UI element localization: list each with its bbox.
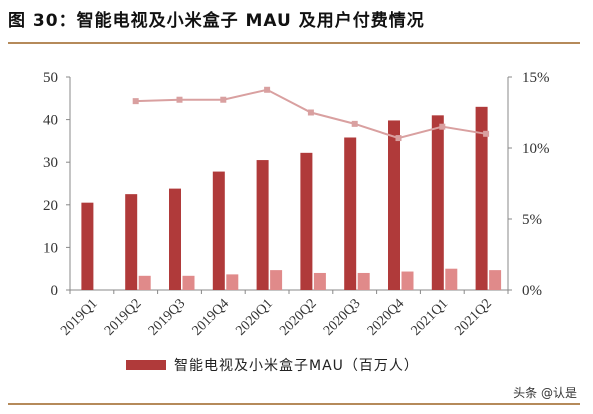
y-tick-label-left: 0 (51, 283, 59, 299)
y-tick-label-left: 30 (43, 155, 58, 171)
mau-bar (431, 115, 444, 290)
small-bar (401, 271, 414, 290)
rate-point (307, 109, 314, 116)
rate-point (264, 86, 271, 93)
mau-bar (475, 106, 488, 290)
y-tick-label-right: 0% (522, 283, 542, 299)
mau-bar (212, 171, 225, 290)
rate-line (132, 86, 490, 142)
small-bar (357, 272, 370, 290)
small-bar (182, 275, 195, 290)
mau-bar (81, 202, 94, 290)
title-rule (8, 42, 580, 44)
x-tick-label: 2019Q3 (146, 296, 189, 339)
y-tick-label-left: 10 (43, 240, 58, 256)
mau-bar (125, 194, 138, 290)
mau-bar (256, 160, 269, 290)
mau-bar (169, 188, 181, 290)
legend: 智能电视及小米盒子MAU（百万人） (126, 357, 419, 374)
y-tick-label-left: 40 (43, 113, 58, 129)
small-bar (138, 275, 151, 290)
x-tick-label: 2020Q3 (321, 296, 364, 339)
rate-point (132, 98, 139, 105)
rate-point (483, 130, 490, 137)
legend-label: 智能电视及小米盒子MAU（百万人） (174, 357, 419, 374)
mau-bars (81, 106, 488, 291)
watermark: 头条 @认是 (513, 386, 577, 400)
x-tick-label: 2020Q2 (277, 296, 320, 339)
mau-bar (300, 152, 313, 290)
bottom-rule (8, 403, 580, 405)
x-tick-label: 2020Q1 (233, 296, 276, 339)
y-tick-label-right: 15% (522, 70, 550, 86)
rate-point (351, 120, 358, 127)
figure-title: 图 30：智能电视及小米盒子 MAU 及用户付费情况 (8, 11, 425, 31)
small-bar (489, 270, 502, 290)
small-bar (445, 268, 458, 290)
x-tick-label: 2019Q4 (190, 296, 233, 339)
x-tick-label: 2021Q2 (452, 296, 495, 339)
small-bars (138, 268, 502, 290)
y-tick-label-right: 5% (522, 212, 542, 228)
mau-bar (388, 120, 400, 291)
mau-bar (344, 137, 357, 290)
legend-swatch (126, 360, 166, 370)
y-tick-label-left: 50 (43, 70, 58, 86)
small-bar (270, 270, 283, 290)
small-bar (226, 274, 239, 290)
x-tick-label: 2019Q1 (58, 296, 101, 339)
x-tick-label: 2020Q4 (365, 296, 408, 339)
rate-point (220, 96, 227, 103)
rate-point (176, 96, 183, 103)
rate-point (395, 135, 402, 142)
rate-point (439, 123, 446, 130)
x-tick-label: 2021Q1 (409, 296, 452, 339)
x-tick-label: 2019Q2 (102, 296, 145, 339)
y-tick-label-left: 20 (43, 198, 58, 214)
small-bar (313, 272, 326, 290)
y-tick-label-right: 10% (522, 141, 550, 157)
